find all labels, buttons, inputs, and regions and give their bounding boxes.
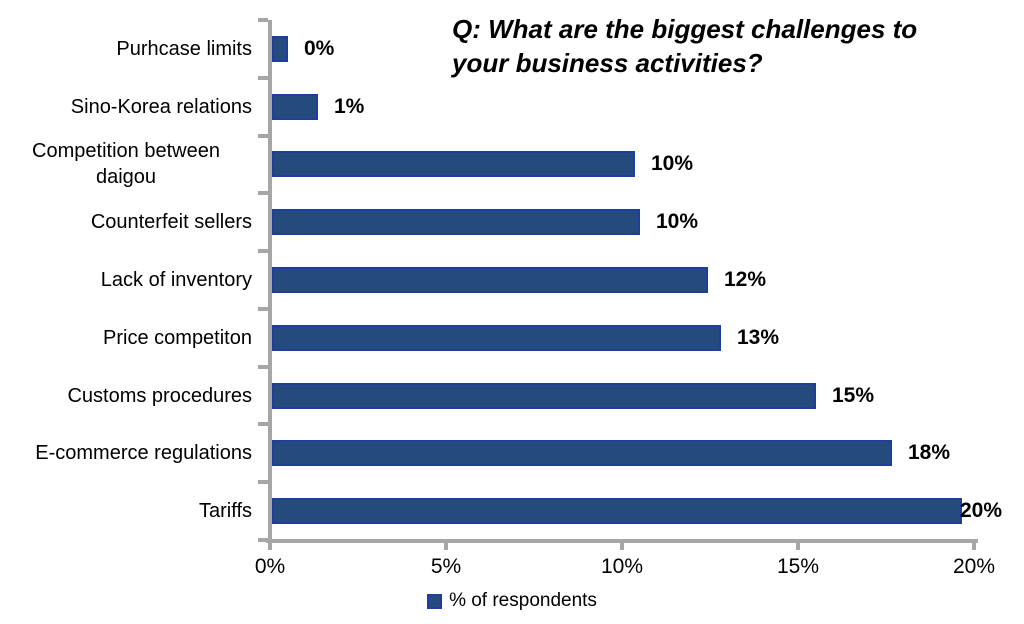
category-label-text: Sino-Korea relations <box>70 95 252 118</box>
value-label: 0% <box>304 36 335 60</box>
value-label: 12% <box>724 268 767 291</box>
bar <box>272 267 708 293</box>
bar <box>272 94 318 120</box>
y-axis-tick <box>258 307 268 311</box>
category-label-text: Price competiton <box>103 326 252 349</box>
category-label: Purhcase limits <box>0 36 252 62</box>
y-axis-tick <box>258 191 268 195</box>
category-label: E-commerce regulations <box>0 440 252 466</box>
category-label: Sino-Korea relations <box>0 94 252 120</box>
y-axis-tick <box>258 480 268 484</box>
category-label: Customs procedures <box>0 383 252 409</box>
chart-title-line-1: Q: What are the biggest challenges to <box>452 14 918 44</box>
category-label: Lack of inventory <box>0 267 252 293</box>
bar <box>272 209 640 235</box>
legend-label: % of respondents <box>449 590 597 611</box>
y-axis-tick <box>258 134 268 138</box>
x-axis-tick <box>972 539 976 550</box>
x-axis-tick <box>620 539 624 550</box>
category-label: Counterfeit sellers <box>0 209 252 235</box>
x-axis-tick-label: 10% <box>600 555 644 578</box>
category-label-text: Competition between daigou <box>32 140 220 189</box>
x-axis-tick-label: 5% <box>430 555 462 578</box>
value-label: 20% <box>960 499 1003 523</box>
legend: % of respondents <box>0 590 1024 612</box>
x-axis-tick-label: 20% <box>952 555 996 578</box>
value-label: 1% <box>334 94 365 118</box>
chart-title: Q: What are the biggest challenges to yo… <box>452 12 1012 80</box>
category-label: Price competiton <box>0 325 252 351</box>
value-label: 10% <box>656 210 699 234</box>
value-label: 15% <box>832 383 875 407</box>
y-axis-tick <box>258 18 268 22</box>
bar <box>272 498 962 524</box>
value-label: 13% <box>737 325 780 349</box>
chart-title-line-2: your business activities? <box>452 48 763 78</box>
y-axis-tick <box>258 249 268 253</box>
bar <box>272 36 288 62</box>
value-label: 18% <box>908 441 951 465</box>
x-axis-tick <box>444 539 448 550</box>
y-axis-tick <box>258 365 268 369</box>
category-label: Tariffs <box>0 498 252 524</box>
bar <box>272 440 892 466</box>
x-axis-tick <box>796 539 800 550</box>
category-label-text: Customs procedures <box>67 384 252 407</box>
y-axis-tick <box>258 422 268 426</box>
category-label-text: Purhcase limits <box>116 37 252 60</box>
category-label-text: E-commerce regulations <box>35 442 252 465</box>
bar <box>272 151 635 177</box>
x-axis-tick <box>268 539 272 550</box>
category-label-text: Lack of inventory <box>100 269 252 291</box>
x-axis-tick-label: 15% <box>776 555 820 578</box>
bar <box>272 383 816 409</box>
value-label: 10% <box>651 152 694 176</box>
category-label-text: Counterfeit sellers <box>90 211 252 234</box>
legend-swatch-icon <box>427 593 443 609</box>
y-axis-line <box>268 20 272 540</box>
category-label: Competition between daigou <box>0 138 252 190</box>
x-axis-tick-label: 0% <box>254 555 286 578</box>
y-axis-tick <box>258 538 268 542</box>
category-label-text: Tariffs <box>199 500 252 523</box>
bar <box>272 325 721 351</box>
y-axis-tick <box>258 76 268 80</box>
